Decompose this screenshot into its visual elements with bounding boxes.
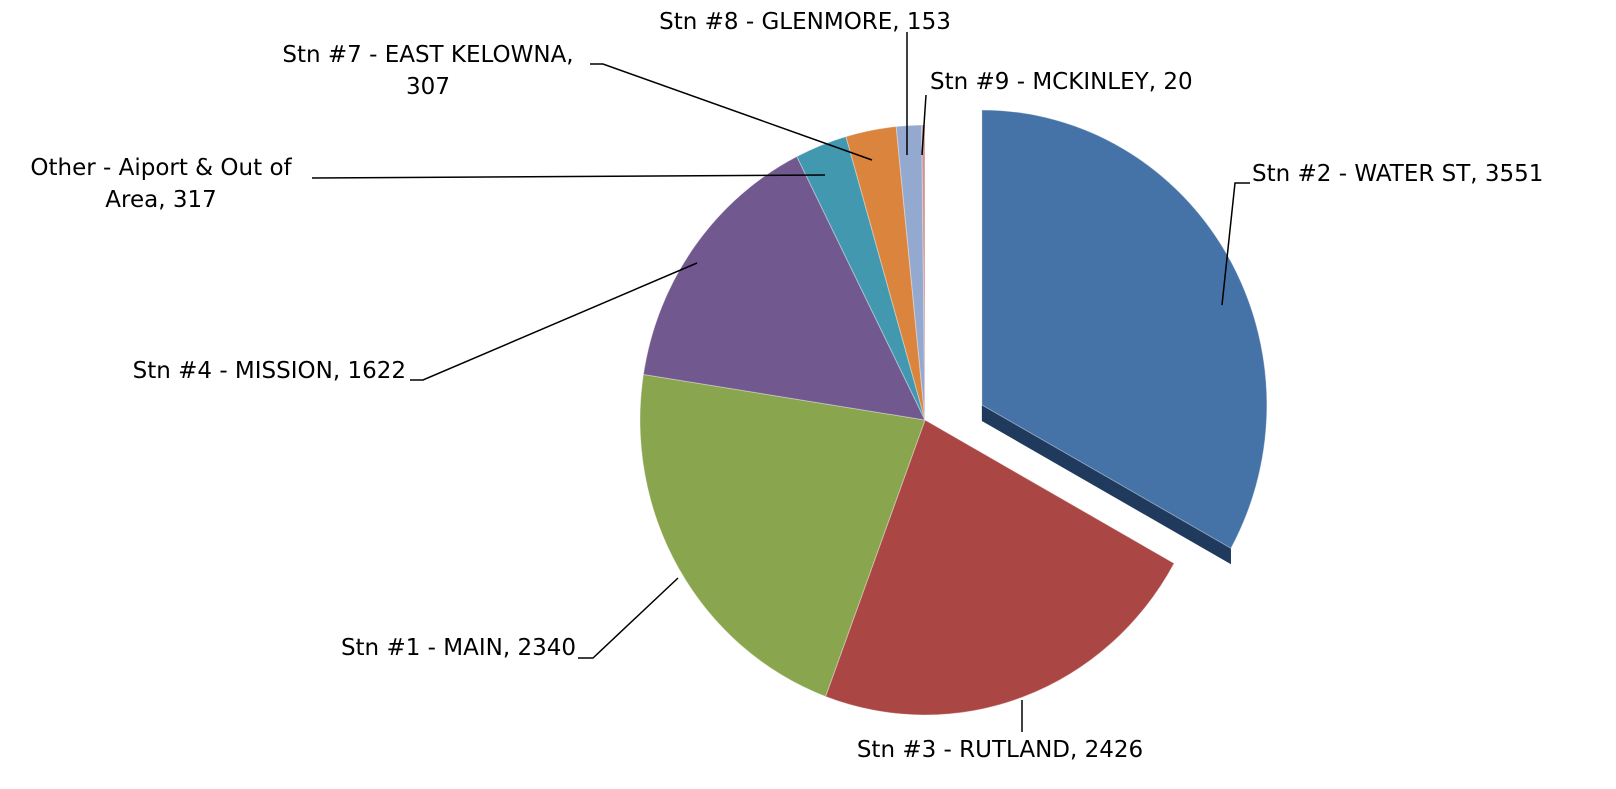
- slice-label: Stn #3 - RUTLAND, 2426: [856, 737, 1144, 763]
- slice: [845, 125, 926, 421]
- slice-label: Stn #7 - EAST KELOWNA, 307: [282, 42, 574, 100]
- slice-label: Stn #9 - MCKINLEY, 20: [930, 69, 1193, 95]
- leader-line: [410, 262, 698, 381]
- slice-label: Other - Aiport & Out of Area, 317: [30, 155, 292, 213]
- slice-depth: [981, 404, 1231, 565]
- slice: [895, 124, 926, 421]
- slice: [642, 155, 926, 421]
- slice-label: Stn #8 - GLENMORE, 153: [659, 9, 951, 35]
- slice-label: Stn #1 - MAIN, 2340: [340, 635, 576, 661]
- slice: [639, 373, 926, 698]
- slice-label: Stn #2 - WATER ST, 3551: [1252, 161, 1544, 187]
- leader-line: [921, 94, 927, 156]
- leader-line: [311, 174, 826, 179]
- leader-line: [590, 63, 873, 161]
- slice: [824, 419, 1175, 716]
- leader-line: [578, 577, 679, 659]
- slice-label: Stn #4 - MISSION, 1622: [132, 358, 406, 384]
- leader-line: [1221, 182, 1250, 306]
- slice: [796, 135, 926, 421]
